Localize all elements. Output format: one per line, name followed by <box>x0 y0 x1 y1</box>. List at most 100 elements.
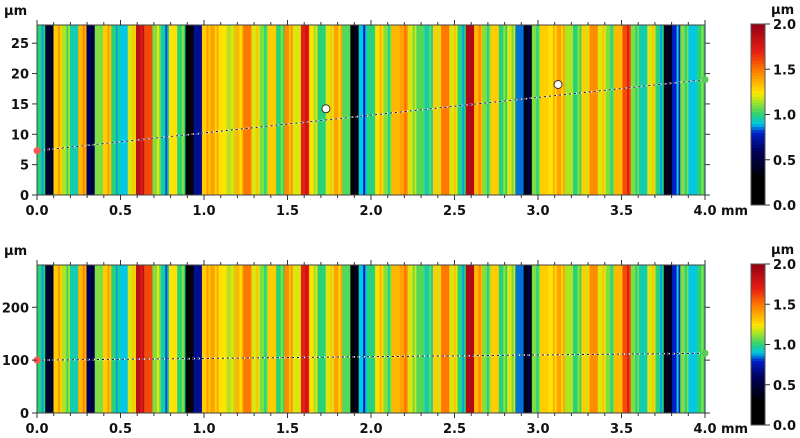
heatmap-stripe <box>74 25 77 195</box>
heatmap-stripe <box>630 265 640 413</box>
heatmap-stripe <box>288 25 292 195</box>
x-tick-label: 2.5 <box>443 204 466 219</box>
colorbar-segment <box>751 363 765 367</box>
heatmap-stripe <box>651 25 654 195</box>
heatmap-stripe <box>267 25 277 195</box>
colorbar-segment <box>751 153 765 158</box>
heatmap-stripe <box>144 25 154 195</box>
colorbar-segment <box>751 314 765 319</box>
heatmap-stripe <box>276 25 286 195</box>
heatmap-stripe <box>198 25 201 195</box>
heatmap-stripe <box>680 265 690 413</box>
profile-line-dash <box>36 79 706 152</box>
heatmap-stripe <box>107 265 110 413</box>
colorbar-segment <box>751 51 765 55</box>
colorbar-tick-label: 0.0 <box>773 199 796 214</box>
colorbar-segment <box>751 306 765 311</box>
heatmap-stripe <box>284 25 294 195</box>
heatmap-stripe <box>45 25 55 195</box>
heatmap-stripe <box>544 265 547 413</box>
heatmap-stripe <box>206 25 209 195</box>
heatmap-stripe <box>614 265 624 413</box>
heatmap-stripe <box>338 265 341 413</box>
heatmap-stripe <box>585 265 588 413</box>
heatmap-stripe <box>350 25 360 195</box>
x-tick-label: 3.5 <box>610 422 633 437</box>
heatmap-stripe <box>124 265 127 413</box>
heatmap-stripe <box>416 265 426 413</box>
colorbar-segment <box>751 99 765 103</box>
colorbar-segment <box>751 72 765 76</box>
heatmap-stripe <box>688 265 698 413</box>
colorbar-segment <box>751 355 765 359</box>
heatmap-stripe <box>107 25 110 195</box>
cursor-marker <box>321 104 331 114</box>
heatmap-stripe <box>218 265 228 413</box>
heatmap-stripe <box>354 265 357 413</box>
heatmap-stripe <box>297 265 300 413</box>
colorbar-unit: µm <box>771 3 794 18</box>
colorbar-segment <box>751 183 765 188</box>
heatmap-stripe <box>399 25 409 195</box>
colorbar-segment <box>751 290 765 295</box>
colorbar-tick-label: 0.5 <box>773 154 796 169</box>
heatmap-stripe <box>495 265 498 413</box>
heatmap-stripe <box>94 25 104 195</box>
heatmap-stripe <box>474 25 483 195</box>
heatmap-stripe <box>552 25 555 195</box>
colorbar-segment <box>751 66 765 70</box>
heatmap-stripe <box>486 25 489 195</box>
colorbar-segment <box>751 269 765 273</box>
x-tick-label: 1.5 <box>276 422 299 437</box>
heatmap-stripe <box>321 265 324 413</box>
heatmap-stripe <box>206 265 209 413</box>
heatmap-stripe <box>490 25 500 195</box>
colorbar-segment <box>751 36 765 40</box>
heatmap-stripe <box>429 265 432 413</box>
heatmap-stripe <box>556 265 566 413</box>
heatmap-stripe <box>333 265 343 413</box>
heatmap-stripe <box>432 265 442 413</box>
heatmap-stripe <box>272 25 275 195</box>
heatmap-stripe <box>490 265 500 413</box>
heatmap-stripe <box>564 25 574 195</box>
heatmap-stripe <box>449 265 459 413</box>
start-marker <box>33 147 41 155</box>
heatmap-stripe <box>160 25 170 195</box>
heatmap-stripe <box>478 25 481 195</box>
heatmap-stripe <box>305 25 308 195</box>
heatmap-stripe <box>177 265 187 413</box>
colorbar-segment <box>751 323 765 327</box>
colorbar-segment <box>751 264 765 268</box>
heatmap-stripe <box>189 25 193 195</box>
colorbar-segment <box>751 368 765 372</box>
x-tick-label: 0.5 <box>109 422 132 437</box>
colorbar-segment <box>751 42 765 46</box>
heatmap-stripe <box>610 265 613 413</box>
colorbar-segment <box>751 384 765 388</box>
heatmap-stripe <box>61 265 71 413</box>
heatmap-stripe <box>358 265 368 413</box>
heatmap-stripe <box>280 265 283 413</box>
y-tick-label: 5 <box>20 159 29 174</box>
colorbar-segment <box>751 180 765 185</box>
heatmap-stripe <box>66 25 69 195</box>
heatmap-stripe <box>503 265 506 413</box>
heatmap-stripe <box>519 265 522 413</box>
colorbar-segment <box>751 132 765 137</box>
heatmap-stripe <box>544 25 547 195</box>
colorbar-segment <box>751 159 765 164</box>
heatmap-stripe <box>470 265 473 413</box>
heatmap-stripe <box>643 265 646 413</box>
colorbar-segment <box>751 382 765 386</box>
y-tick-label: 25 <box>11 37 29 52</box>
heatmap-stripe <box>391 25 401 195</box>
heatmap-stripe <box>251 25 261 195</box>
heatmap-stripe <box>91 25 94 195</box>
heatmap-stripe <box>585 25 588 195</box>
heatmap-stripe <box>696 25 706 195</box>
heatmap-stripe <box>53 25 63 195</box>
heatmap-stripe <box>247 265 250 413</box>
colorbar-segment <box>751 293 765 297</box>
colorbar-segment <box>751 105 765 109</box>
